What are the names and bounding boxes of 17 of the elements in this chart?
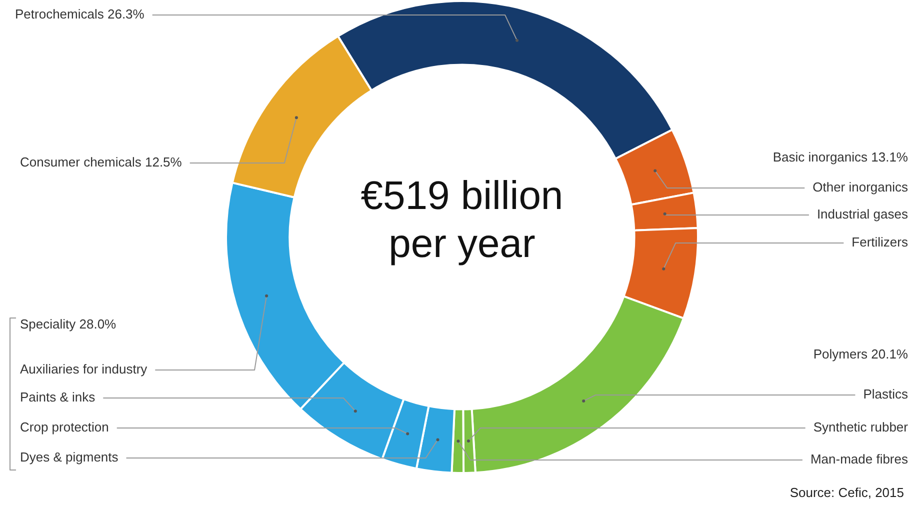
slice-label: Auxiliaries for industry xyxy=(20,362,148,377)
slice-label: Dyes & pigments xyxy=(20,450,119,465)
slice-label: Crop protection xyxy=(20,420,109,435)
slice-label: Petrochemicals 26.3% xyxy=(15,6,145,22)
text: Basic inorganics 13.1% xyxy=(772,150,908,165)
text: Speciality 28.0% xyxy=(20,316,117,332)
source-note: Source: Cefic, 2015 xyxy=(790,485,904,500)
text: €519 billion per year xyxy=(360,173,564,268)
text: Polymers 20.1% xyxy=(813,346,908,362)
slice-label: Paints & inks xyxy=(20,390,96,405)
slice-label: Industrial gases xyxy=(816,206,908,222)
slice-label: Synthetic rubber xyxy=(813,420,909,435)
slice-label: Consumer chemicals 12.5% xyxy=(20,154,182,170)
slice-label: Man-made fibres xyxy=(810,452,908,467)
slice-label: Other inorganics xyxy=(812,180,908,195)
slice-label: Plastics xyxy=(863,386,908,402)
slice-label: Fertilizers xyxy=(852,234,908,250)
